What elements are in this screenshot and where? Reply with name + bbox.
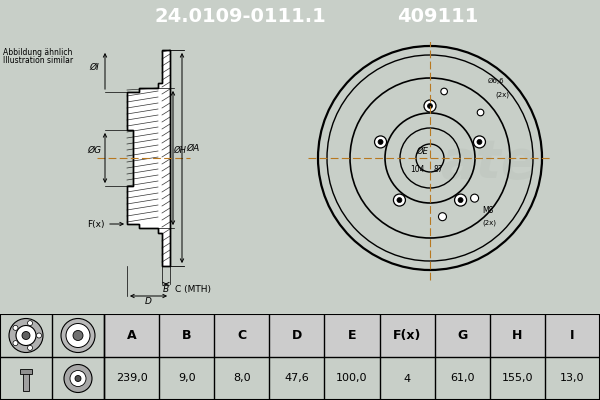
Circle shape <box>394 194 406 206</box>
Text: 47,6: 47,6 <box>284 374 309 384</box>
Bar <box>20 368 32 374</box>
Text: (2x): (2x) <box>482 220 496 226</box>
Text: 61,0: 61,0 <box>450 374 475 384</box>
Text: C: C <box>237 329 247 342</box>
Circle shape <box>374 136 386 148</box>
Circle shape <box>13 325 18 330</box>
Text: D: D <box>292 329 302 342</box>
Text: H: H <box>512 329 523 342</box>
Circle shape <box>473 136 485 148</box>
Text: 24.0109-0111.1: 24.0109-0111.1 <box>154 8 326 26</box>
Text: Ø6,6: Ø6,6 <box>488 78 505 84</box>
Text: G: G <box>457 329 467 342</box>
Circle shape <box>9 318 43 352</box>
Circle shape <box>64 364 92 392</box>
Text: ØI: ØI <box>89 63 99 72</box>
Text: 87: 87 <box>434 165 443 174</box>
Polygon shape <box>127 50 170 266</box>
Text: ate: ate <box>440 137 536 189</box>
Circle shape <box>37 333 41 338</box>
Circle shape <box>477 109 484 116</box>
Text: 104: 104 <box>410 165 425 174</box>
Circle shape <box>424 100 436 112</box>
Circle shape <box>28 345 32 350</box>
Circle shape <box>66 324 90 348</box>
Text: ØH: ØH <box>173 146 187 154</box>
Text: 239,0: 239,0 <box>116 374 148 384</box>
Circle shape <box>470 194 479 202</box>
Text: F(x): F(x) <box>87 220 104 228</box>
Text: 4: 4 <box>404 374 410 384</box>
Text: 100,0: 100,0 <box>336 374 368 384</box>
Text: Abbildung ähnlich: Abbildung ähnlich <box>3 48 73 57</box>
Text: E: E <box>348 329 356 342</box>
Text: D: D <box>145 297 152 306</box>
Circle shape <box>439 213 446 221</box>
Text: ØG: ØG <box>87 146 101 155</box>
Circle shape <box>455 194 467 206</box>
Text: (2x): (2x) <box>495 91 509 98</box>
Circle shape <box>70 370 86 386</box>
Text: M8: M8 <box>482 206 493 215</box>
Text: 155,0: 155,0 <box>502 374 533 384</box>
Text: ØA: ØA <box>186 144 199 152</box>
Text: B: B <box>182 329 191 342</box>
Circle shape <box>22 332 30 340</box>
Text: ØE: ØE <box>416 147 428 156</box>
Text: F(x): F(x) <box>393 329 421 342</box>
Circle shape <box>28 321 32 326</box>
Circle shape <box>397 198 402 202</box>
Circle shape <box>427 104 433 108</box>
Text: 409111: 409111 <box>397 8 479 26</box>
Bar <box>104 314 600 357</box>
Bar <box>23 372 29 390</box>
Circle shape <box>378 140 383 144</box>
Text: A: A <box>127 329 136 342</box>
Circle shape <box>441 88 448 95</box>
Circle shape <box>75 376 81 382</box>
Circle shape <box>61 318 95 352</box>
Circle shape <box>16 326 36 346</box>
Text: 13,0: 13,0 <box>560 374 584 384</box>
Circle shape <box>458 198 463 202</box>
Text: 9,0: 9,0 <box>178 374 196 384</box>
Circle shape <box>477 140 482 144</box>
Circle shape <box>13 341 18 346</box>
Text: C (MTH): C (MTH) <box>175 285 211 294</box>
Text: B: B <box>163 285 169 294</box>
Text: 8,0: 8,0 <box>233 374 251 384</box>
Circle shape <box>73 330 83 340</box>
Text: I: I <box>570 329 575 342</box>
Text: Illustration similar: Illustration similar <box>3 56 73 65</box>
